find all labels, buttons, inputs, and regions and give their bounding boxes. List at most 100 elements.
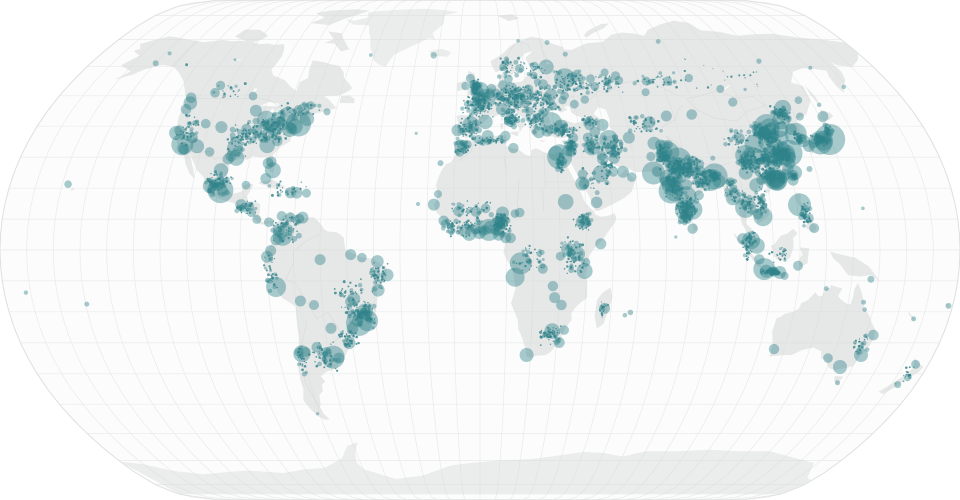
city-bubble xyxy=(543,94,547,97)
city-bubble xyxy=(370,276,373,278)
city-bubble xyxy=(280,104,283,107)
city-bubble xyxy=(596,118,609,131)
landmass-newfoundland xyxy=(339,95,355,104)
city-bubble xyxy=(500,130,511,142)
city-bubble xyxy=(260,173,272,185)
city-bubble xyxy=(249,104,262,117)
city-bubble xyxy=(566,85,568,88)
city-bubble xyxy=(219,176,225,182)
city-bubble xyxy=(579,227,581,230)
city-bubble xyxy=(533,116,538,121)
city-bubble xyxy=(463,223,466,227)
city-bubble xyxy=(716,84,725,93)
city-bubble xyxy=(594,190,600,196)
city-bubble xyxy=(467,224,471,228)
city-bubble xyxy=(445,229,450,234)
city-bubble xyxy=(465,133,468,136)
city-bubble xyxy=(473,224,475,227)
city-bubble xyxy=(246,212,248,214)
city-bubble xyxy=(609,166,612,169)
city-bubble xyxy=(471,97,475,100)
city-bubble xyxy=(895,383,897,385)
city-bubble xyxy=(461,148,464,150)
city-bubble xyxy=(207,187,213,193)
city-bubble xyxy=(564,89,567,91)
city-bubble xyxy=(640,130,643,133)
city-bubble xyxy=(669,160,671,163)
city-bubble xyxy=(374,267,377,270)
city-bubble xyxy=(283,234,287,238)
city-bubble xyxy=(241,141,245,146)
city-bubble xyxy=(641,74,645,78)
city-bubble xyxy=(476,210,481,215)
city-bubble xyxy=(668,76,671,78)
landmass-sumatra xyxy=(733,232,763,269)
city-bubble xyxy=(313,103,317,108)
city-bubble xyxy=(740,162,746,168)
city-bubble xyxy=(539,344,542,346)
city-bubble xyxy=(204,147,215,157)
city-bubble xyxy=(275,121,279,125)
city-bubble xyxy=(703,64,705,66)
city-bubble xyxy=(858,338,861,340)
city-bubble xyxy=(522,253,526,257)
city-bubble xyxy=(457,229,464,235)
city-bubble xyxy=(645,81,648,83)
city-bubble xyxy=(641,88,650,97)
city-bubble xyxy=(524,107,534,116)
city-bubble xyxy=(213,189,216,191)
city-bubble xyxy=(588,82,593,87)
city-bubble xyxy=(569,142,572,145)
city-bubble xyxy=(805,207,810,213)
city-bubble xyxy=(536,251,538,254)
city-bubble xyxy=(186,132,189,135)
city-bubble xyxy=(482,224,487,229)
city-bubble xyxy=(315,356,318,358)
city-bubble xyxy=(764,165,767,168)
city-bubble xyxy=(460,142,464,146)
city-bubble xyxy=(687,162,689,165)
city-bubble xyxy=(672,188,675,190)
city-bubble xyxy=(462,124,464,126)
city-bubble xyxy=(552,333,555,335)
city-bubble xyxy=(582,217,586,221)
city-bubble xyxy=(750,250,753,253)
city-bubble xyxy=(599,309,601,312)
city-bubble xyxy=(737,146,740,149)
city-bubble xyxy=(427,198,440,211)
landmass-luzon xyxy=(795,192,805,208)
city-bubble xyxy=(463,145,465,147)
city-bubble xyxy=(278,232,284,239)
city-bubble xyxy=(241,138,245,141)
city-bubble xyxy=(555,337,562,343)
city-bubble xyxy=(539,114,542,117)
city-bubble xyxy=(552,70,556,74)
city-bubble xyxy=(726,76,729,78)
city-bubble xyxy=(569,240,572,243)
city-bubble xyxy=(710,155,716,161)
city-bubble xyxy=(279,221,285,227)
city-bubble xyxy=(185,127,188,129)
city-bubble xyxy=(913,366,915,368)
city-bubble xyxy=(783,248,787,252)
city-bubble xyxy=(540,67,543,70)
city-bubble xyxy=(194,119,200,124)
city-bubble xyxy=(482,209,485,212)
city-bubble xyxy=(730,75,733,78)
city-bubble xyxy=(305,110,310,115)
city-bubble xyxy=(217,85,220,87)
city-bubble xyxy=(465,140,469,144)
city-bubble xyxy=(184,128,187,131)
city-bubble xyxy=(477,141,480,144)
city-bubble xyxy=(84,301,90,307)
city-bubble xyxy=(508,114,515,120)
city-bubble xyxy=(515,90,518,92)
city-bubble xyxy=(591,118,594,121)
city-bubble xyxy=(637,126,639,128)
country-border xyxy=(686,90,766,122)
city-bubble xyxy=(540,263,546,269)
city-bubble xyxy=(265,128,268,131)
city-bubble xyxy=(590,116,592,118)
city-bubble xyxy=(580,215,585,220)
city-bubble xyxy=(272,281,274,283)
